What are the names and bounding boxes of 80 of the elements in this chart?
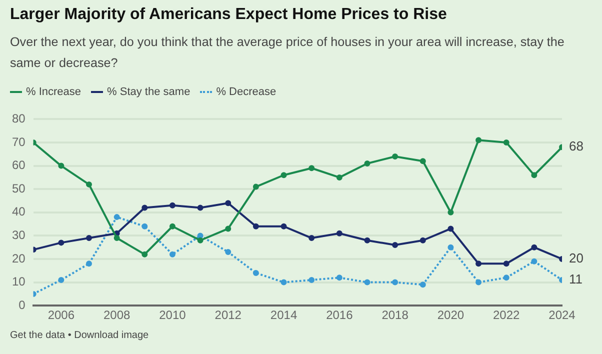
point (58, 276, 64, 283)
legend-label: % Stay the same (106, 86, 190, 98)
x-tick-label: 2010 (159, 308, 186, 322)
point (142, 223, 148, 230)
point (280, 223, 287, 230)
point (86, 260, 92, 267)
point (252, 223, 259, 230)
point (531, 172, 538, 178)
point (308, 235, 315, 242)
point (114, 235, 120, 242)
x-tick-label: 2018 (382, 308, 409, 322)
y-tick-label: 40 (12, 204, 26, 219)
point (114, 214, 120, 220)
legend-label: % Decrease (215, 86, 276, 98)
legend-label: % Increase (25, 86, 82, 98)
point (197, 204, 204, 211)
chart-subtitle: Over the next year, do you think that the average price of houses in your area will increase, stay the same or decrease? (10, 34, 566, 72)
point (169, 251, 176, 258)
point (476, 137, 482, 144)
point (225, 249, 232, 256)
chart-title: Larger Majority of Americans Expect Home Prices to Rise (10, 6, 447, 24)
y-tick-label: 10 (12, 274, 26, 289)
y-tick-label: 50 (12, 181, 26, 196)
point (280, 279, 287, 286)
point (252, 184, 259, 190)
point (476, 260, 482, 267)
point (364, 279, 370, 286)
point (58, 240, 64, 246)
point (142, 204, 148, 211)
x-tick-label: 2022 (493, 308, 520, 322)
point (420, 237, 426, 244)
point (169, 223, 176, 230)
x-tick-label: 2006 (48, 308, 75, 322)
point (252, 270, 259, 276)
point (448, 226, 454, 232)
x-tick-label: 2024 (548, 308, 576, 322)
x-tick-label: 2016 (326, 308, 354, 322)
point (142, 251, 148, 258)
point (392, 153, 398, 160)
point (225, 226, 232, 232)
point (420, 282, 426, 288)
point (197, 237, 204, 244)
x-tick-label: 2008 (103, 308, 130, 322)
point (448, 244, 454, 250)
point (336, 230, 342, 236)
data-label: 68 (569, 138, 584, 154)
text: Get the data • Download image (10, 330, 149, 341)
point (392, 279, 398, 286)
point (503, 274, 510, 281)
point (169, 202, 176, 208)
point (86, 235, 92, 242)
y-tick-label: 0 (18, 298, 26, 312)
point (420, 158, 426, 164)
y-tick-label: 80 (12, 112, 26, 126)
y-tick-label: 30 (12, 228, 26, 242)
point (336, 174, 342, 180)
x-tick-label: 2020 (437, 308, 464, 322)
point (308, 276, 315, 283)
point (503, 260, 510, 267)
data-label: 20 (569, 250, 584, 266)
point (448, 209, 454, 216)
point (280, 172, 287, 178)
point (531, 244, 538, 250)
point (225, 200, 232, 206)
point (392, 242, 398, 248)
data-label: 11 (569, 272, 582, 287)
y-tick-label: 60 (12, 158, 26, 172)
point (58, 162, 64, 169)
point (308, 165, 315, 172)
point (86, 181, 92, 188)
x-tick-label: 2012 (214, 308, 242, 322)
x-tick-label: 2014 (270, 308, 298, 322)
y-tick-label: 20 (12, 251, 26, 266)
point (503, 140, 510, 146)
point (476, 279, 482, 286)
point (364, 160, 370, 166)
y-tick-label: 70 (12, 134, 26, 149)
point (336, 274, 342, 281)
point (364, 237, 370, 244)
point (531, 258, 538, 264)
